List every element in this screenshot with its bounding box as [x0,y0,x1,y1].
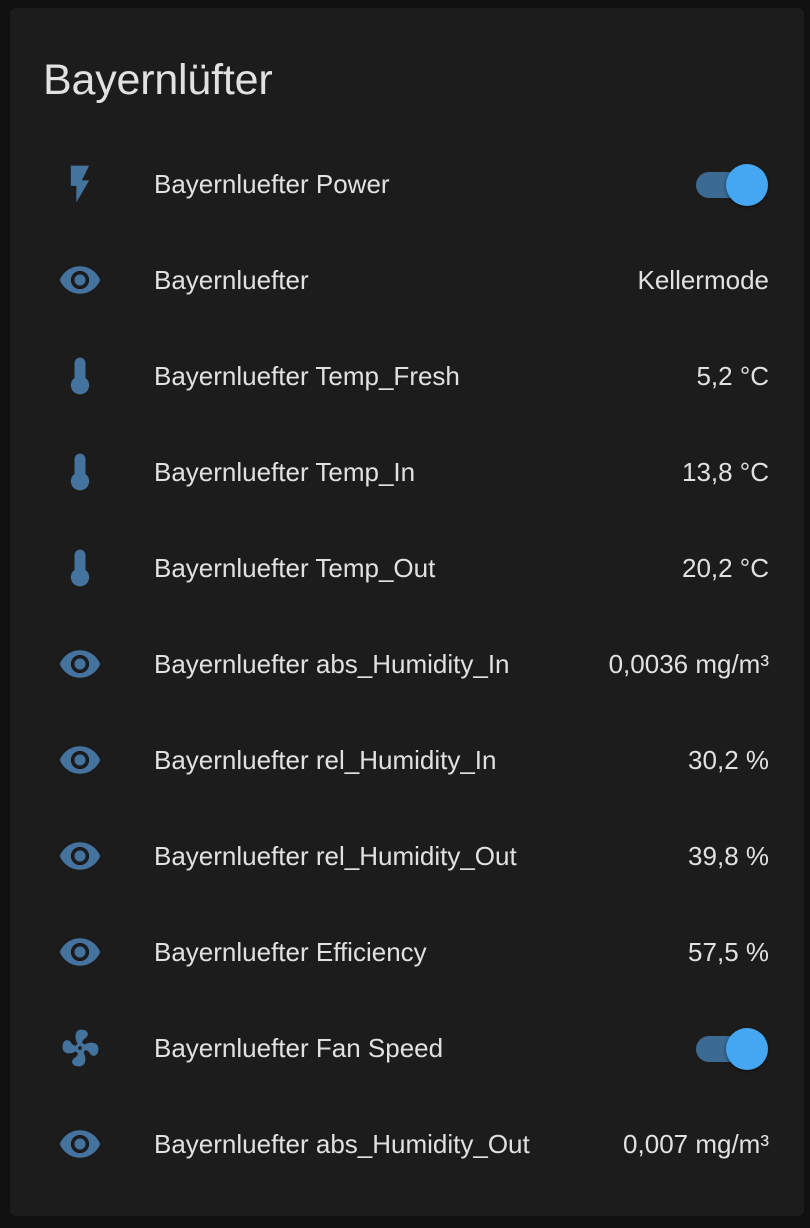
entity-row-bayernluefter-power[interactable]: Bayernluefter Power [10,136,804,232]
toggle-switch[interactable] [696,164,768,206]
entity-state: 5,2 °C [696,361,769,391]
entity-row-bayernluefter-abs-humidity-out[interactable]: Bayernluefter abs_Humidity_Out 0,007 mg/m… [10,1096,804,1192]
entity-name[interactable]: Bayernluefter Temp_Out [154,553,436,583]
entity-state: 30,2 % [688,745,769,775]
eye-icon [56,930,104,974]
thermometer-icon [56,546,104,590]
entity-state: 39,8 % [688,841,769,871]
entity-name[interactable]: Bayernluefter Power [154,169,390,199]
card-title: Bayernlüfter [43,56,273,104]
eye-icon [56,738,104,782]
entity-row-bayernluefter-rel-humidity-in[interactable]: Bayernluefter rel_Humidity_In 30,2 % [10,712,804,808]
entity-row-bayernluefter-temp-in[interactable]: Bayernluefter Temp_In 13,8 °C [10,424,804,520]
entity-name[interactable]: Bayernluefter Temp_In [154,457,416,487]
entity-name[interactable]: Bayernluefter [154,265,309,295]
entity-row-bayernluefter[interactable]: Bayernluefter Kellermode [10,232,804,328]
entity-row-bayernluefter-rel-humidity-out[interactable]: Bayernluefter rel_Humidity_Out 39,8 % [10,808,804,904]
thermometer-icon [56,450,104,494]
entity-row-bayernluefter-abs-humidity-in[interactable]: Bayernluefter abs_Humidity_In 0,0036 mg/m… [10,616,804,712]
entity-state: 0,0036 mg/m³ [608,649,769,679]
eye-icon [56,642,104,686]
eye-icon [56,258,104,302]
entity-row-bayernluefter-fan-speed[interactable]: Bayernluefter Fan Speed [10,1000,804,1096]
entity-name[interactable]: Bayernluefter abs_Humidity_In [154,649,510,679]
entity-state: 20,2 °C [681,553,769,583]
entity-name[interactable]: Bayernluefter abs_Humidity_Out [154,1129,530,1159]
entity-row-bayernluefter-temp-fresh[interactable]: Bayernluefter Temp_Fresh 5,2 °C [10,328,804,424]
entity-name[interactable]: Bayernluefter Temp_Fresh [154,361,460,391]
entity-row-bayernluefter-temp-out[interactable]: Bayernluefter Temp_Out 20,2 °C [10,520,804,616]
entity-name[interactable]: Bayernluefter rel_Humidity_In [154,745,497,775]
flash-icon [56,162,104,206]
entity-list: Bayernluefter Power Bayernluefter Kellermo… [10,136,804,1192]
entity-state: 0,007 mg/m³ [623,1129,769,1159]
entity-state: 13,8 °C [681,457,769,487]
entity-state: Kellermode [637,265,769,295]
entity-name[interactable]: Bayernluefter Efficiency [154,937,427,967]
entity-state: 57,5 % [688,937,769,967]
eye-icon [56,1122,104,1166]
eye-icon [56,834,104,878]
entity-row-bayernluefter-efficiency[interactable]: Bayernluefter Efficiency 57,5 % [10,904,804,1000]
entity-name[interactable]: Bayernluefter Fan Speed [154,1033,444,1063]
fan-icon [56,1026,104,1070]
toggle-thumb [726,164,768,206]
entity-name[interactable]: Bayernluefter rel_Humidity_Out [154,841,517,871]
toggle-thumb [726,1028,768,1070]
entities-card: Bayernlüfter Bayernluefter Power Bayernlu… [10,8,804,1216]
thermometer-icon [56,354,104,398]
toggle-switch[interactable] [696,1028,768,1070]
